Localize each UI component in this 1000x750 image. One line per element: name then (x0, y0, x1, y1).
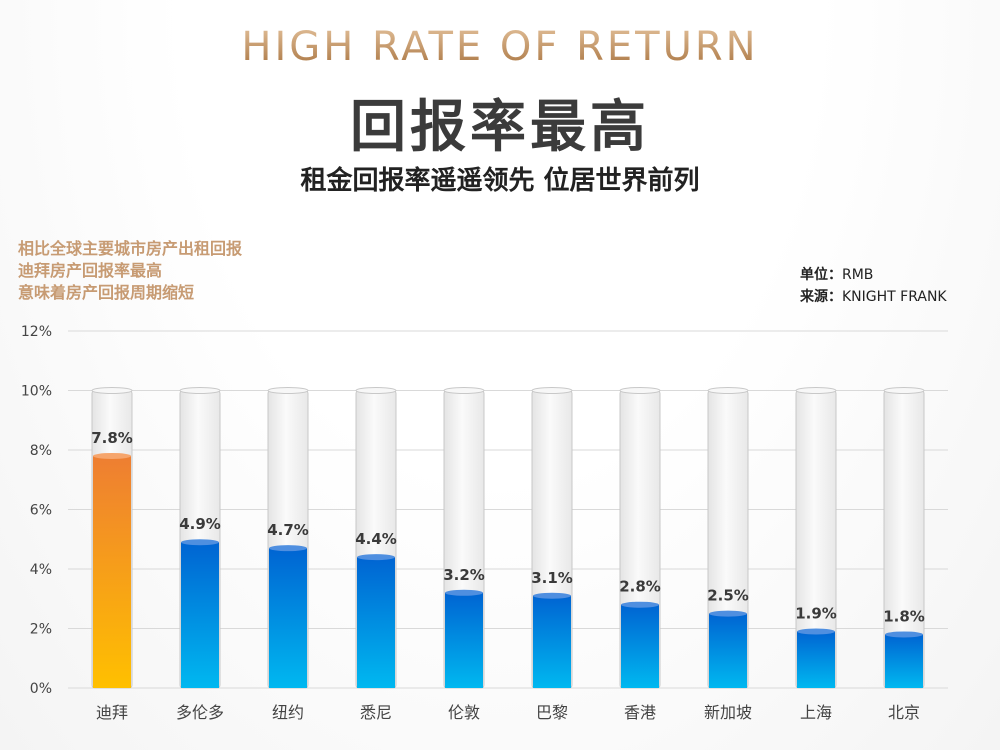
note-line: 相比全球主要城市房产出租回报 (18, 239, 243, 258)
bar-top-cap (797, 628, 835, 635)
unit-line: 单位：RMB (800, 264, 947, 286)
bar (621, 604, 659, 688)
x-tick-label: 上海 (800, 703, 832, 722)
source-line: 来源：KNIGHT FRANK (800, 286, 947, 308)
source-key: 来源： (800, 289, 842, 305)
bar-top-cap (357, 554, 395, 561)
x-tick-label: 巴黎 (536, 703, 568, 722)
bar-tube-cap (267, 387, 309, 394)
bar-top-cap (269, 545, 307, 552)
bar-tube-cap (795, 387, 837, 394)
x-tick-label: 香港 (624, 703, 656, 722)
data-label: 2.8% (619, 578, 661, 596)
bar (885, 634, 923, 688)
data-label: 4.4% (355, 530, 397, 548)
x-tick-label: 北京 (888, 703, 920, 722)
data-label: 3.2% (443, 566, 485, 584)
bar-top-cap (885, 631, 923, 638)
bar (709, 613, 747, 688)
bar-top-cap (621, 601, 659, 608)
unit-key: 单位： (800, 267, 842, 283)
chart-note: 相比全球主要城市房产出租回报 迪拜房产回报率最高 意味着房产回报周期缩短 (18, 238, 242, 304)
bar-tube-cap (443, 387, 485, 394)
note-line: 迪拜房产回报率最高 (18, 261, 163, 280)
english-title: HIGH RATE OF RETURN (0, 24, 1000, 70)
bar-tube-cap (531, 387, 573, 394)
bar-tube-cap (619, 387, 661, 394)
bar (533, 595, 571, 688)
bar-top-cap (181, 539, 219, 546)
bar-top-cap (445, 589, 483, 596)
bar-tube-cap (883, 387, 925, 394)
data-label: 2.5% (707, 587, 749, 605)
bar (93, 455, 131, 688)
y-tick-label: 4% (30, 562, 52, 578)
chart-meta: 单位：RMB 来源：KNIGHT FRANK (800, 264, 947, 308)
note-line: 意味着房产回报周期缩短 (18, 283, 195, 302)
x-tick-label: 伦敦 (448, 703, 480, 722)
subtitle: 租金回报率遥遥领先 位居世界前列 (300, 166, 700, 196)
y-tick-label: 0% (30, 681, 52, 697)
bar-tube-cap (355, 387, 397, 394)
y-tick-label: 8% (30, 443, 52, 459)
bar-tube-cap (91, 387, 133, 394)
data-label: 4.9% (179, 515, 221, 533)
bar-top-cap (93, 452, 131, 459)
source-value: KNIGHT FRANK (842, 289, 947, 305)
x-tick-label: 悉尼 (360, 703, 392, 722)
bar (181, 542, 219, 688)
y-tick-label: 2% (30, 622, 52, 638)
bar-tube-cap (707, 387, 749, 394)
bar-tube-cap (179, 387, 221, 394)
bar (445, 592, 483, 688)
x-tick-label: 迪拜 (96, 703, 128, 722)
data-label: 4.7% (267, 521, 309, 539)
x-tick-label: 纽约 (272, 703, 304, 722)
data-label: 1.9% (795, 604, 837, 622)
bar (269, 548, 307, 688)
y-tick-label: 12% (21, 324, 52, 340)
x-tick-label: 新加坡 (704, 703, 752, 722)
data-label: 1.8% (883, 607, 925, 625)
x-tick-label: 多伦多 (176, 703, 224, 722)
bar (797, 631, 835, 688)
data-label: 7.8% (91, 429, 133, 447)
data-label: 3.1% (531, 569, 573, 587)
bar (357, 557, 395, 688)
bar-top-cap (709, 610, 747, 617)
bar-top-cap (533, 592, 571, 599)
y-tick-label: 6% (30, 503, 52, 519)
page-title: 回报率最高 (350, 95, 650, 160)
unit-value: RMB (842, 267, 874, 283)
y-tick-label: 10% (21, 384, 52, 400)
